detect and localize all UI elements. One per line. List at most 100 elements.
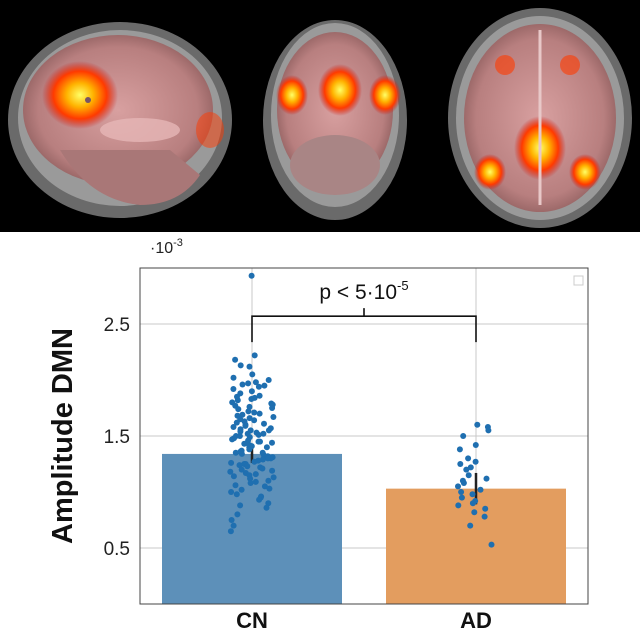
- data-point: [472, 458, 479, 465]
- data-point: [237, 502, 244, 509]
- data-point: [228, 489, 235, 495]
- data-point: [236, 462, 243, 469]
- significance-label: p < 5·10-5: [319, 278, 408, 304]
- data-point: [256, 392, 263, 399]
- brain-map-images: [8, 8, 632, 228]
- data-point: [456, 446, 463, 453]
- data-point: [485, 427, 492, 434]
- amplitude-bar-chart: 0.5 1.5 2.5 CN AD ·10-3 Amplitude DMN p < 5…: [47, 237, 589, 631]
- data-point: [270, 414, 277, 420]
- data-point: [238, 450, 245, 457]
- y-axis-label: Amplitude DMN: [47, 328, 79, 544]
- data-point: [269, 467, 276, 474]
- data-point: [263, 444, 270, 451]
- data-point: [252, 471, 259, 478]
- sagittal-view: [8, 22, 232, 218]
- data-point: [245, 380, 252, 387]
- data-points: [227, 272, 495, 548]
- data-point: [232, 449, 239, 456]
- data-point: [227, 528, 234, 535]
- data-point: [239, 381, 246, 388]
- data-point: [460, 433, 467, 439]
- data-point: [463, 466, 470, 473]
- data-point: [228, 517, 235, 523]
- data-point: [246, 415, 253, 422]
- data-point: [246, 446, 253, 453]
- data-point: [270, 474, 277, 481]
- data-point: [261, 483, 268, 490]
- data-point: [483, 475, 490, 482]
- data-point: [460, 480, 467, 486]
- significance-bracket-line: [251, 308, 477, 343]
- data-point: [233, 491, 240, 498]
- data-point: [233, 419, 240, 426]
- data-point: [266, 485, 273, 492]
- coronal-view: [263, 20, 407, 220]
- data-point: [238, 466, 245, 473]
- y-tick-label: 1.5: [104, 427, 130, 448]
- data-point: [247, 480, 254, 486]
- data-point: [251, 409, 258, 416]
- data-point: [260, 430, 267, 437]
- data-point: [469, 491, 476, 498]
- data-point: [472, 442, 479, 448]
- data-point: [251, 352, 258, 359]
- x-tick-label-ad: AD: [460, 608, 492, 631]
- data-point: [255, 383, 262, 390]
- data-point: [474, 421, 481, 428]
- data-point: [245, 408, 252, 415]
- data-point: [247, 475, 254, 482]
- data-point: [230, 473, 237, 480]
- data-point: [241, 440, 248, 447]
- x-tick-label-cn: CN: [236, 608, 268, 631]
- data-point: [251, 417, 258, 424]
- data-point: [455, 483, 461, 490]
- data-point: [251, 458, 258, 465]
- legend-box: [573, 275, 584, 286]
- data-point: [455, 502, 462, 509]
- data-point: [469, 500, 476, 507]
- data-point: [458, 489, 465, 495]
- data-point: [236, 433, 243, 439]
- data-point: [230, 374, 237, 381]
- data-point: [488, 541, 495, 548]
- data-point: [235, 406, 242, 413]
- data-point: [234, 511, 241, 518]
- data-point: [265, 477, 272, 484]
- data-point: [465, 472, 472, 479]
- data-point: [457, 461, 464, 467]
- data-point: [232, 356, 239, 363]
- data-point: [265, 427, 272, 434]
- data-point: [230, 386, 237, 392]
- axial-view: [448, 8, 632, 228]
- data-point: [263, 504, 270, 511]
- bars: [162, 453, 566, 604]
- data-point: [265, 377, 272, 383]
- data-point: [477, 486, 484, 493]
- data-point: [259, 456, 266, 463]
- data-point: [237, 428, 244, 435]
- data-point: [269, 405, 276, 411]
- data-point: [249, 371, 256, 378]
- bar-ad: [386, 488, 566, 604]
- data-point: [230, 522, 237, 529]
- data-point: [256, 410, 263, 417]
- data-point: [255, 438, 262, 445]
- data-point: [239, 411, 246, 418]
- x-tick-labels: CN AD: [236, 608, 492, 631]
- significance-bracket: p < 5·10-5: [251, 278, 477, 343]
- data-point: [467, 464, 474, 471]
- data-point: [244, 463, 251, 470]
- data-point: [482, 505, 489, 512]
- data-point: [238, 486, 245, 493]
- data-point: [255, 431, 262, 438]
- data-point: [248, 272, 255, 279]
- data-point: [471, 509, 478, 516]
- data-point: [264, 455, 271, 462]
- y-tick-labels: 0.5 1.5 2.5: [104, 315, 130, 560]
- data-point: [458, 494, 465, 501]
- data-point: [232, 482, 239, 489]
- data-point: [481, 513, 488, 520]
- data-point: [261, 382, 268, 389]
- data-point: [248, 388, 255, 395]
